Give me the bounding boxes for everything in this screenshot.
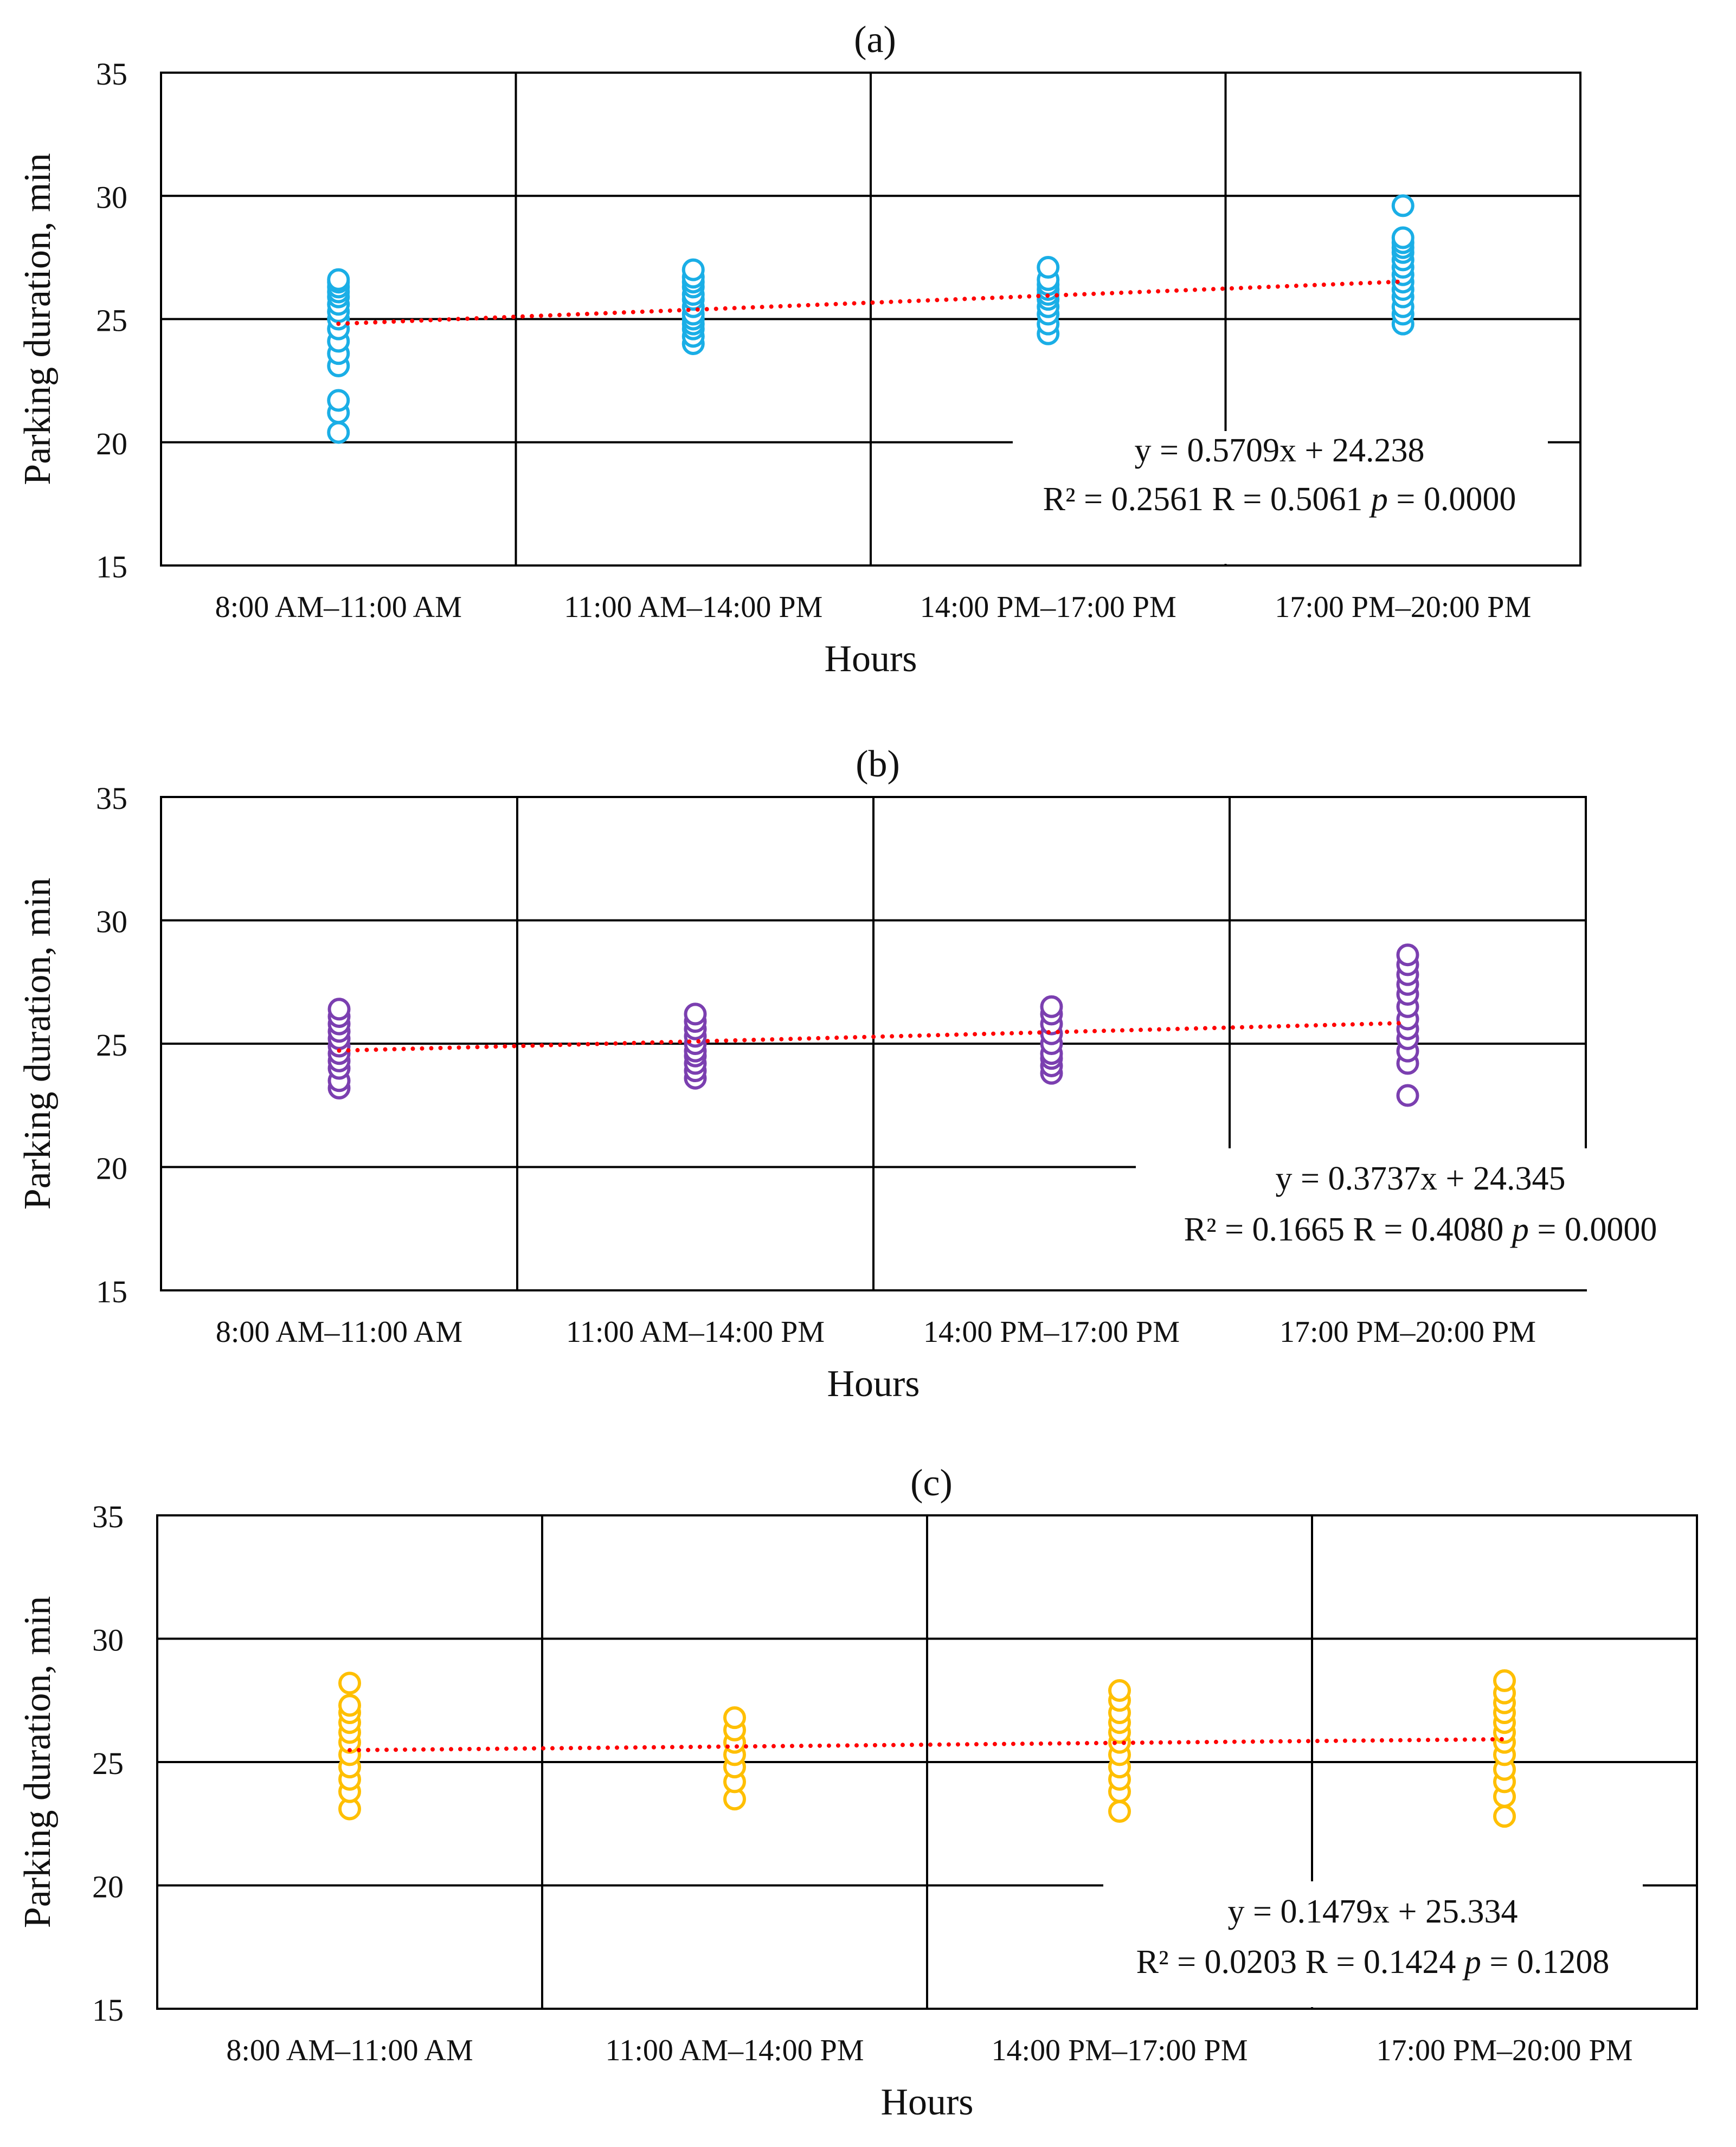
trend-statistics: R² = 0.2561 R = 0.5061 p = 0.0000 <box>1043 481 1516 518</box>
y-axis-title: Parking duration, min <box>17 153 59 485</box>
data-point <box>327 998 351 1021</box>
x-tick-label: 8:00 AM–11:00 AM <box>226 2034 473 2067</box>
chart-panel-a: 15 20 25 30 35 y = 0.5709x + 24.238 R² = 0.256… <box>17 19 1581 680</box>
trend-statistics: R² = 0.1665 R = 0.4080 p = 0.0000 <box>1184 1211 1657 1248</box>
data-point <box>327 421 350 444</box>
p-symbol: p <box>1369 481 1388 518</box>
data-point <box>1108 1800 1131 1823</box>
y-tick-label: 15 <box>92 1992 124 2028</box>
panel-title: (b) <box>856 743 900 785</box>
y-tick-label: 30 <box>96 904 127 940</box>
trend-line <box>348 1737 1507 1753</box>
data-point <box>1493 1805 1516 1828</box>
data-point <box>1396 1084 1419 1107</box>
data-point <box>1108 1679 1131 1702</box>
x-tick-label: 17:00 PM–20:00 PM <box>1280 1315 1536 1349</box>
trend-line <box>336 279 1405 326</box>
plot-border <box>156 1514 1698 2010</box>
y-tick-label: 20 <box>92 1869 124 1905</box>
x-axis-title: Hours <box>824 638 917 680</box>
x-tick-label: 8:00 AM–11:00 AM <box>216 1315 462 1349</box>
p-value: = 0.1208 <box>1481 1944 1609 1981</box>
trend-equation: y = 0.5709x + 24.238 <box>1135 432 1425 469</box>
data-point <box>1391 194 1414 217</box>
plot-border <box>160 796 1587 1291</box>
chart-panel-c: 15 20 25 30 35 y = 0.1479x + 25.334 R² = 0.020… <box>17 1462 1698 2123</box>
x-tick-label: 14:00 PM–17:00 PM <box>920 590 1176 624</box>
x-tick-label: 14:00 PM–17:00 PM <box>923 1315 1180 1349</box>
trend-line <box>337 1020 1410 1053</box>
data-point <box>1493 1669 1516 1692</box>
y-tick-label: 25 <box>96 1027 127 1063</box>
y-tick-label: 20 <box>96 426 127 461</box>
y-tick-label: 30 <box>96 179 127 215</box>
y-tick-label: 15 <box>96 549 127 584</box>
y-tick-label: 25 <box>96 303 127 338</box>
trend-equation: y = 0.1479x + 25.334 <box>1228 1893 1518 1930</box>
y-tick-label: 15 <box>96 1274 127 1309</box>
y-tick-label: 35 <box>96 56 127 92</box>
data-point <box>1391 226 1414 249</box>
x-tick-label: 11:00 AM–14:00 PM <box>564 590 822 624</box>
data-point <box>327 389 350 412</box>
x-tick-label: 17:00 PM–20:00 PM <box>1275 590 1531 624</box>
r-squared-label: R² = 0.1665 R = 0.4080 <box>1184 1211 1512 1248</box>
data-point <box>1040 995 1063 1018</box>
x-tick-label: 8:00 AM–11:00 AM <box>215 590 462 624</box>
y-tick-label: 35 <box>92 1499 124 1534</box>
y-tick-label: 20 <box>96 1151 127 1186</box>
data-point <box>338 1694 361 1717</box>
y-axis-title: Parking duration, min <box>17 1596 59 1928</box>
p-value: = 0.0000 <box>1388 481 1516 518</box>
y-axis-title: Parking duration, min <box>17 878 59 1210</box>
plot-border <box>160 72 1581 567</box>
panel-title: (a) <box>854 19 896 61</box>
x-tick-label: 11:00 AM–14:00 PM <box>605 2034 864 2067</box>
p-symbol: p <box>1510 1211 1529 1248</box>
y-tick-label: 35 <box>96 781 127 816</box>
data-point <box>1396 943 1419 967</box>
chart-panel-b: 15 20 25 30 35 y = 0.3737x + 24.345 R² = 0.166… <box>17 743 1702 1405</box>
x-axis-title: Hours <box>827 1363 920 1405</box>
x-tick-label: 11:00 AM–14:00 PM <box>566 1315 825 1349</box>
y-tick-label: 30 <box>92 1623 124 1658</box>
trend-equation: y = 0.3737x + 24.345 <box>1276 1160 1566 1197</box>
p-value: = 0.0000 <box>1529 1211 1657 1248</box>
r-squared-label: R² = 0.0203 R = 0.1424 <box>1136 1944 1464 1981</box>
x-tick-label: 17:00 PM–20:00 PM <box>1377 2034 1633 2067</box>
data-point <box>684 1002 707 1026</box>
y-tick-label: 25 <box>92 1746 124 1781</box>
x-tick-label: 14:00 PM–17:00 PM <box>992 2034 1248 2067</box>
data-point <box>1037 256 1060 279</box>
data-point <box>681 258 705 281</box>
data-point <box>338 1672 361 1695</box>
equation-box <box>1136 1148 1702 1289</box>
equation-box <box>1013 431 1548 564</box>
p-symbol: p <box>1462 1944 1481 1981</box>
x-axis-title: Hours <box>880 2081 973 2123</box>
panel-title: (c) <box>910 1462 953 1504</box>
data-point <box>327 268 350 291</box>
trend-statistics: R² = 0.0203 R = 0.1424 p = 0.1208 <box>1136 1944 1610 1981</box>
equation-box <box>1103 1881 1643 2007</box>
r-squared-label: R² = 0.2561 R = 0.5061 <box>1043 481 1371 518</box>
data-point <box>723 1706 746 1730</box>
